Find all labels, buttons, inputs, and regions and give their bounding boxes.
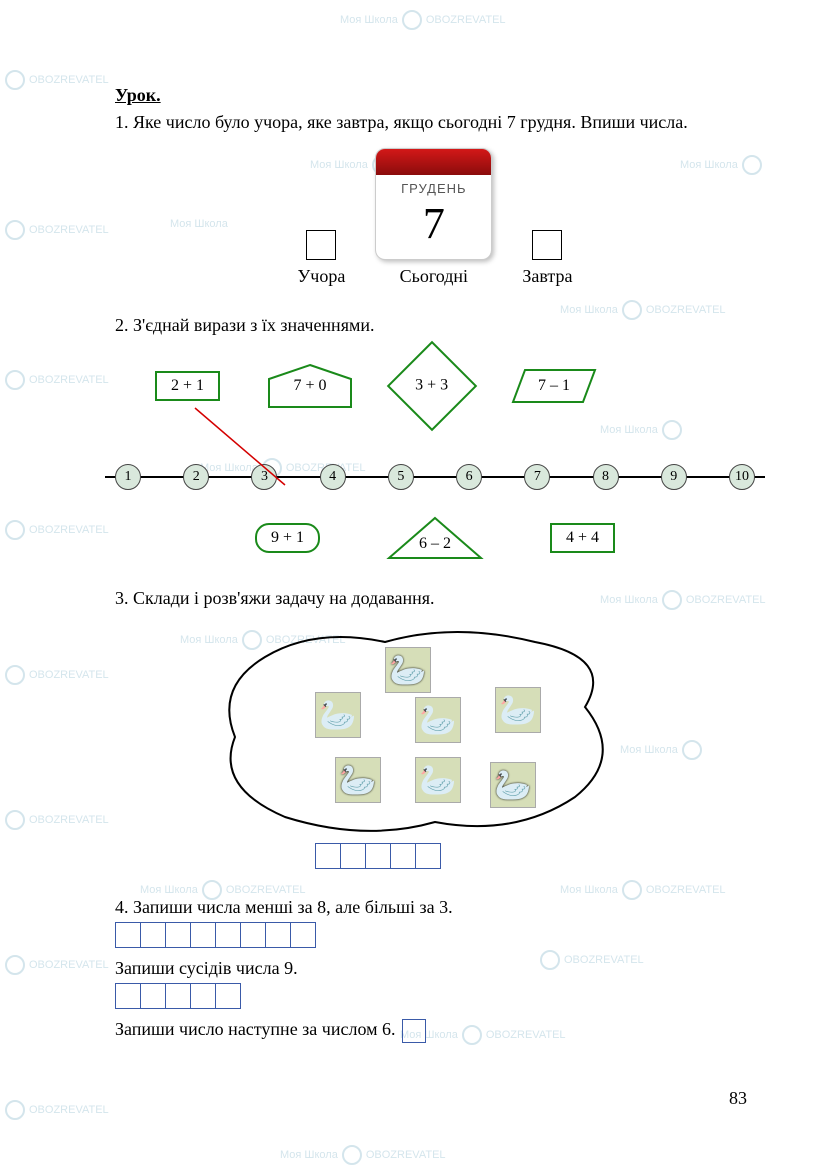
node-1: 1 <box>115 464 141 490</box>
today-label: Сьогодні <box>400 266 468 287</box>
calendar-month: ГРУДЕНЬ <box>376 181 491 196</box>
task3-answer-boxes[interactable] <box>315 843 755 869</box>
calendar-day: 7 <box>376 198 491 249</box>
watermark: Моя ШколаOBOZREVATEL <box>280 1145 446 1165</box>
task4-line1: 4. Запиши числа менші за 8, але більші з… <box>115 897 755 918</box>
task3: 3. Склади і розв'яжи задачу на додавання… <box>115 588 755 869</box>
task4-line2: Запиши сусідів числа 9. <box>115 958 755 979</box>
shape-trapezoid: 7 – 1 <box>514 369 594 403</box>
tomorrow-label: Завтра <box>522 266 572 287</box>
swan-white-icon: 🦢 <box>385 647 431 693</box>
watermark: OBOZREVATEL <box>5 220 109 240</box>
task4-line3: Запиши число наступне за числом 6. <box>115 1019 755 1043</box>
swan-white-icon: 🦢 <box>490 762 536 808</box>
node-5: 5 <box>388 464 414 490</box>
task4-inline-box[interactable] <box>402 1019 426 1043</box>
watermark: OBOZREVATEL <box>5 370 109 390</box>
swan-black-icon: 🦢 <box>315 692 361 738</box>
task2-text: 2. З'єднай вирази з їх значеннями. <box>115 315 755 336</box>
node-9: 9 <box>661 464 687 490</box>
shapes-row-top: 2 + 1 7 + 0 3 + 3 7 – 1 <box>155 354 755 418</box>
task4: 4. Запиши числа менші за 8, але більші з… <box>115 897 755 1043</box>
watermark: OBOZREVATEL <box>5 810 109 830</box>
task4-boxes-2[interactable] <box>115 983 755 1009</box>
node-3: 3 <box>251 464 277 490</box>
number-line: 1 2 3 4 5 6 7 8 9 10 <box>105 458 765 498</box>
today-col: ГРУДЕНЬ 7 Сьогодні <box>375 148 492 287</box>
shape-diamond: 3 + 3 <box>387 341 478 432</box>
watermark: OBOZREVATEL <box>5 955 109 975</box>
tomorrow-col: Завтра <box>522 230 572 287</box>
tomorrow-box[interactable] <box>532 230 562 260</box>
yesterday-label: Учора <box>298 266 346 287</box>
yesterday-col: Учора <box>298 230 346 287</box>
task3-text: 3. Склади і розв'яжи задачу на додавання… <box>115 588 755 609</box>
watermark: OBOZREVATEL <box>5 665 109 685</box>
node-10: 10 <box>729 464 755 490</box>
swan-black-icon: 🦢 <box>415 697 461 743</box>
shape-rect-2: 4 + 4 <box>550 523 615 553</box>
node-4: 4 <box>320 464 346 490</box>
task1-visual: Учора ГРУДЕНЬ 7 Сьогодні Завтра <box>115 148 755 287</box>
swan-black-icon: 🦢 <box>415 757 461 803</box>
task2: 2. З'єднай вирази з їх значеннями. 2 + 1… <box>115 315 755 558</box>
page-number: 83 <box>729 1088 747 1109</box>
shapes-row-bottom: 9 + 1 6 – 2 4 + 4 <box>115 518 755 558</box>
yesterday-box[interactable] <box>306 230 336 260</box>
shape-rect-1: 2 + 1 <box>155 371 220 401</box>
task1-text: 1. Яке число було учора, яке завтра, якщ… <box>115 110 755 134</box>
shape-triangle: 6 – 2 <box>390 518 480 558</box>
watermark: OBOZREVATEL <box>5 520 109 540</box>
lesson-title: Урок. <box>115 85 161 105</box>
swan-white-icon: 🦢 <box>335 757 381 803</box>
watermark: OBOZREVATEL <box>5 1100 109 1120</box>
node-2: 2 <box>183 464 209 490</box>
task4-boxes-1[interactable] <box>115 922 755 948</box>
page-content: Урок. 1. Яке число було учора, яке завтр… <box>115 85 755 1043</box>
watermark: Моя ШколаOBOZREVATEL <box>340 10 506 30</box>
shape-rounded: 9 + 1 <box>255 523 320 553</box>
pond: 🦢 🦢 🦢 🦢 🦢 🦢 🦢 <box>205 617 625 837</box>
swan-black-icon: 🦢 <box>495 687 541 733</box>
shape-pentagon: 7 + 0 <box>270 366 350 406</box>
node-6: 6 <box>456 464 482 490</box>
node-7: 7 <box>524 464 550 490</box>
calendar: ГРУДЕНЬ 7 <box>375 148 492 260</box>
watermark: OBOZREVATEL <box>5 70 109 90</box>
node-8: 8 <box>593 464 619 490</box>
